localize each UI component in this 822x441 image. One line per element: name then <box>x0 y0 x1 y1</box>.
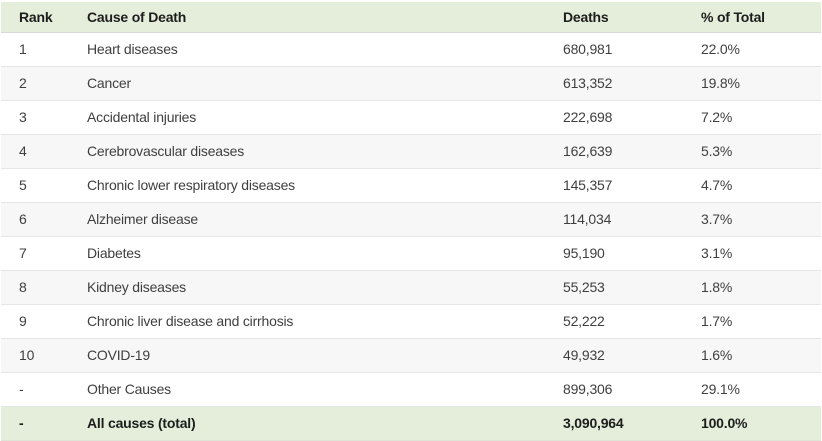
cause-cell: Cerebrovascular diseases <box>87 143 245 159</box>
cause-cell: Diabetes <box>87 245 141 261</box>
cause-cell: Other Causes <box>87 381 171 397</box>
table-row: 2 Cancer 613,352 19.8% <box>1 66 821 101</box>
deaths-cell: 114,034 <box>563 211 612 227</box>
deaths-cell: 613,352 <box>563 75 613 91</box>
rank-cell: 6 <box>19 211 27 227</box>
table-row: 5 Chronic lower respiratory diseases 145… <box>1 168 821 203</box>
total-row: - All causes (total) 3,090,964 100.0% <box>1 406 821 441</box>
deaths-cell: 95,190 <box>563 245 605 261</box>
table-row: 1 Heart diseases 680,981 22.0% <box>1 32 821 67</box>
rank-cell: 10 <box>19 347 35 363</box>
rank-cell: 7 <box>19 245 27 261</box>
total-rank-cell: - <box>19 415 24 431</box>
cause-cell: Kidney diseases <box>87 279 186 295</box>
total-deaths-cell: 3,090,964 <box>563 415 624 431</box>
deaths-cell: 52,222 <box>563 313 605 329</box>
pct-cell: 3.7% <box>701 211 733 227</box>
table-row: 7 Diabetes 95,190 3.1% <box>1 236 821 271</box>
header-row: Rank Cause of Death Deaths % of Total <box>1 2 821 33</box>
table-row: 4 Cerebrovascular diseases 162,639 5.3% <box>1 134 821 169</box>
cause-cell: Chronic lower respiratory diseases <box>87 177 295 193</box>
rank-cell: 2 <box>19 75 27 91</box>
pct-cell: 7.2% <box>701 109 733 125</box>
cause-cell: Chronic liver disease and cirrhosis <box>87 313 294 329</box>
column-header-cause: Cause of Death <box>87 2 563 33</box>
rank-cell: - <box>19 381 24 397</box>
table-body: 1 Heart diseases 680,981 22.0% 2 Cancer … <box>1 32 821 407</box>
rank-cell: 5 <box>19 177 27 193</box>
pct-cell: 1.7% <box>701 313 733 329</box>
deaths-cell: 145,357 <box>563 177 613 193</box>
rank-cell: 1 <box>19 41 27 57</box>
rank-cell: 9 <box>19 313 27 329</box>
total-cause-cell: All causes (total) <box>87 415 196 431</box>
table-footer: - All causes (total) 3,090,964 100.0% <box>1 406 821 441</box>
pct-cell: 29.1% <box>701 381 740 397</box>
rank-cell: 3 <box>19 109 27 125</box>
cause-cell: Heart diseases <box>87 41 178 57</box>
deaths-cell: 899,306 <box>563 381 613 397</box>
column-header-rank: Rank <box>1 2 87 33</box>
pct-cell: 1.6% <box>701 347 733 363</box>
table-row: 9 Chronic liver disease and cirrhosis 52… <box>1 304 821 339</box>
deaths-cell: 222,698 <box>563 109 613 125</box>
table-header: Rank Cause of Death Deaths % of Total <box>1 2 821 33</box>
table-row: - Other Causes 899,306 29.1% <box>1 372 821 407</box>
column-header-pct: % of Total <box>701 2 821 33</box>
deaths-cell: 55,253 <box>563 279 605 295</box>
rank-cell: 8 <box>19 279 27 295</box>
deaths-cell: 49,932 <box>563 347 605 363</box>
table-row: 3 Accidental injuries 222,698 7.2% <box>1 100 821 135</box>
cause-cell: COVID-19 <box>87 347 150 363</box>
deaths-cell: 162,639 <box>563 143 613 159</box>
column-header-deaths: Deaths <box>563 2 701 33</box>
table-row: 10 COVID-19 49,932 1.6% <box>1 338 821 373</box>
pct-cell: 19.8% <box>701 75 740 91</box>
total-pct-cell: 100.0% <box>701 415 748 431</box>
table-row: 6 Alzheimer disease 114,034 3.7% <box>1 202 821 237</box>
pct-cell: 3.1% <box>701 245 733 261</box>
rank-cell: 4 <box>19 143 27 159</box>
pct-cell: 1.8% <box>701 279 733 295</box>
cause-cell: Alzheimer disease <box>87 211 198 227</box>
pct-cell: 5.3% <box>701 143 733 159</box>
table-row: 8 Kidney diseases 55,253 1.8% <box>1 270 821 305</box>
deaths-cell: 680,981 <box>563 41 613 57</box>
pct-cell: 4.7% <box>701 177 733 193</box>
cause-cell: Cancer <box>87 75 131 91</box>
cause-cell: Accidental injuries <box>87 109 197 125</box>
pct-cell: 22.0% <box>701 41 740 57</box>
